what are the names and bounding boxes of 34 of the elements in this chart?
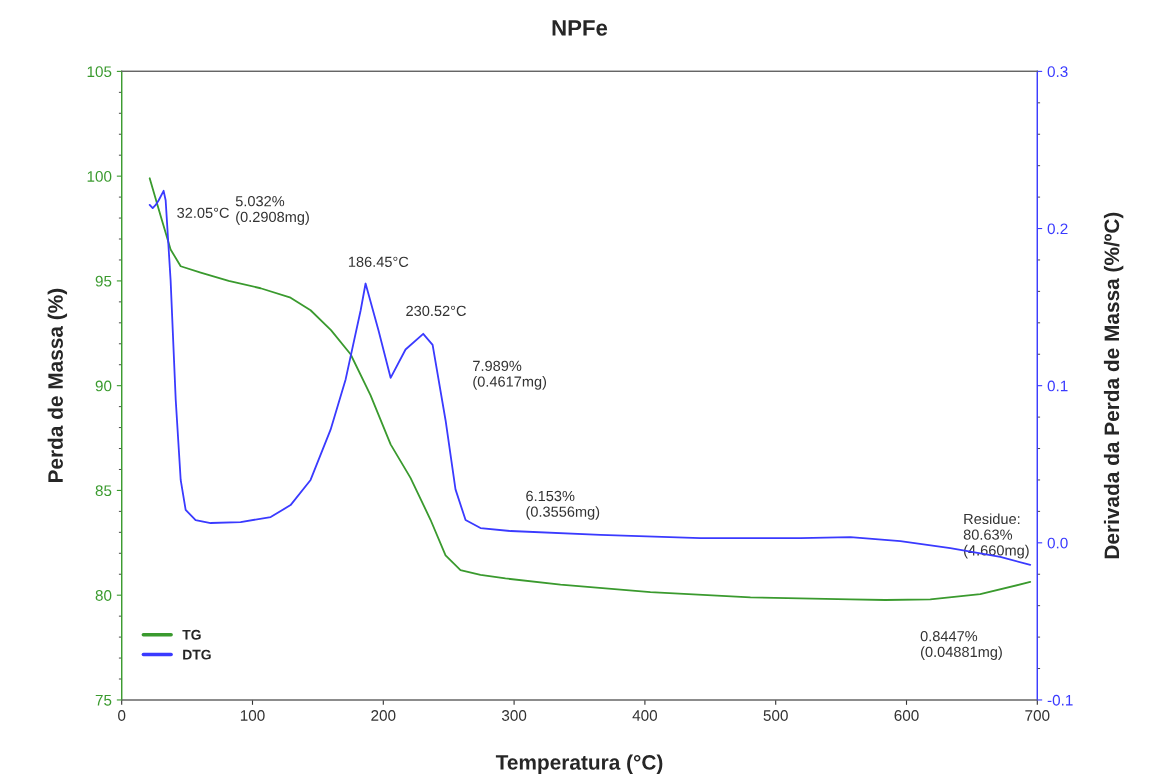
x-tick-label: 200 [371, 710, 396, 721]
y2-tick-label: 0.2 [1047, 223, 1068, 235]
y-tick-label: 75 [95, 694, 112, 706]
annotation: 32.05°C [177, 207, 229, 218]
y2-axis-title: Derivada da Perda de Massa (%/ºC) [1103, 212, 1124, 559]
y-tick-label: 100 [87, 171, 112, 182]
annotation: 230.52°C [406, 305, 466, 317]
x-tick-label: 0 [118, 710, 126, 721]
annotation: 7.989% (0.4617mg) [473, 360, 547, 390]
x-tick-label: 100 [240, 710, 265, 721]
legend-label: DTG [183, 649, 211, 660]
y2-tick-label: 0.1 [1047, 380, 1068, 392]
annotation: 5.032% (0.2908mg) [235, 196, 309, 225]
annotation: 186.45°C [348, 256, 409, 268]
y-tick-label: 105 [87, 66, 112, 78]
y-axis-title: Perda de Massa (%) [47, 288, 68, 483]
x-tick-label: 700 [1025, 710, 1050, 721]
x-tick-label: 500 [763, 710, 788, 721]
annotation: Residue: 80.63% (4.660mg) [963, 513, 1029, 559]
y-tick-label: 90 [95, 380, 112, 392]
y2-tick-label: 0.0 [1047, 537, 1068, 549]
x-tick-label: 300 [501, 710, 527, 721]
y-tick-label: 80 [95, 590, 112, 601]
annotation: 0.8447% (0.04881mg) [920, 631, 1002, 660]
y-tick-label: 95 [95, 275, 112, 287]
x-tick-label: 400 [632, 710, 658, 721]
x-axis-title: Temperatura (°C) [495, 754, 663, 774]
y2-tick-label: 0.3 [1047, 66, 1068, 78]
y-tick-label: 85 [95, 485, 112, 497]
legend-label: TG [182, 629, 201, 640]
y2-tick-label: -0.1 [1047, 694, 1073, 706]
chart-title: NPFe [552, 20, 608, 36]
x-tick-label: 600 [894, 710, 919, 721]
annotation: 6.153% (0.3556mg) [526, 490, 600, 520]
